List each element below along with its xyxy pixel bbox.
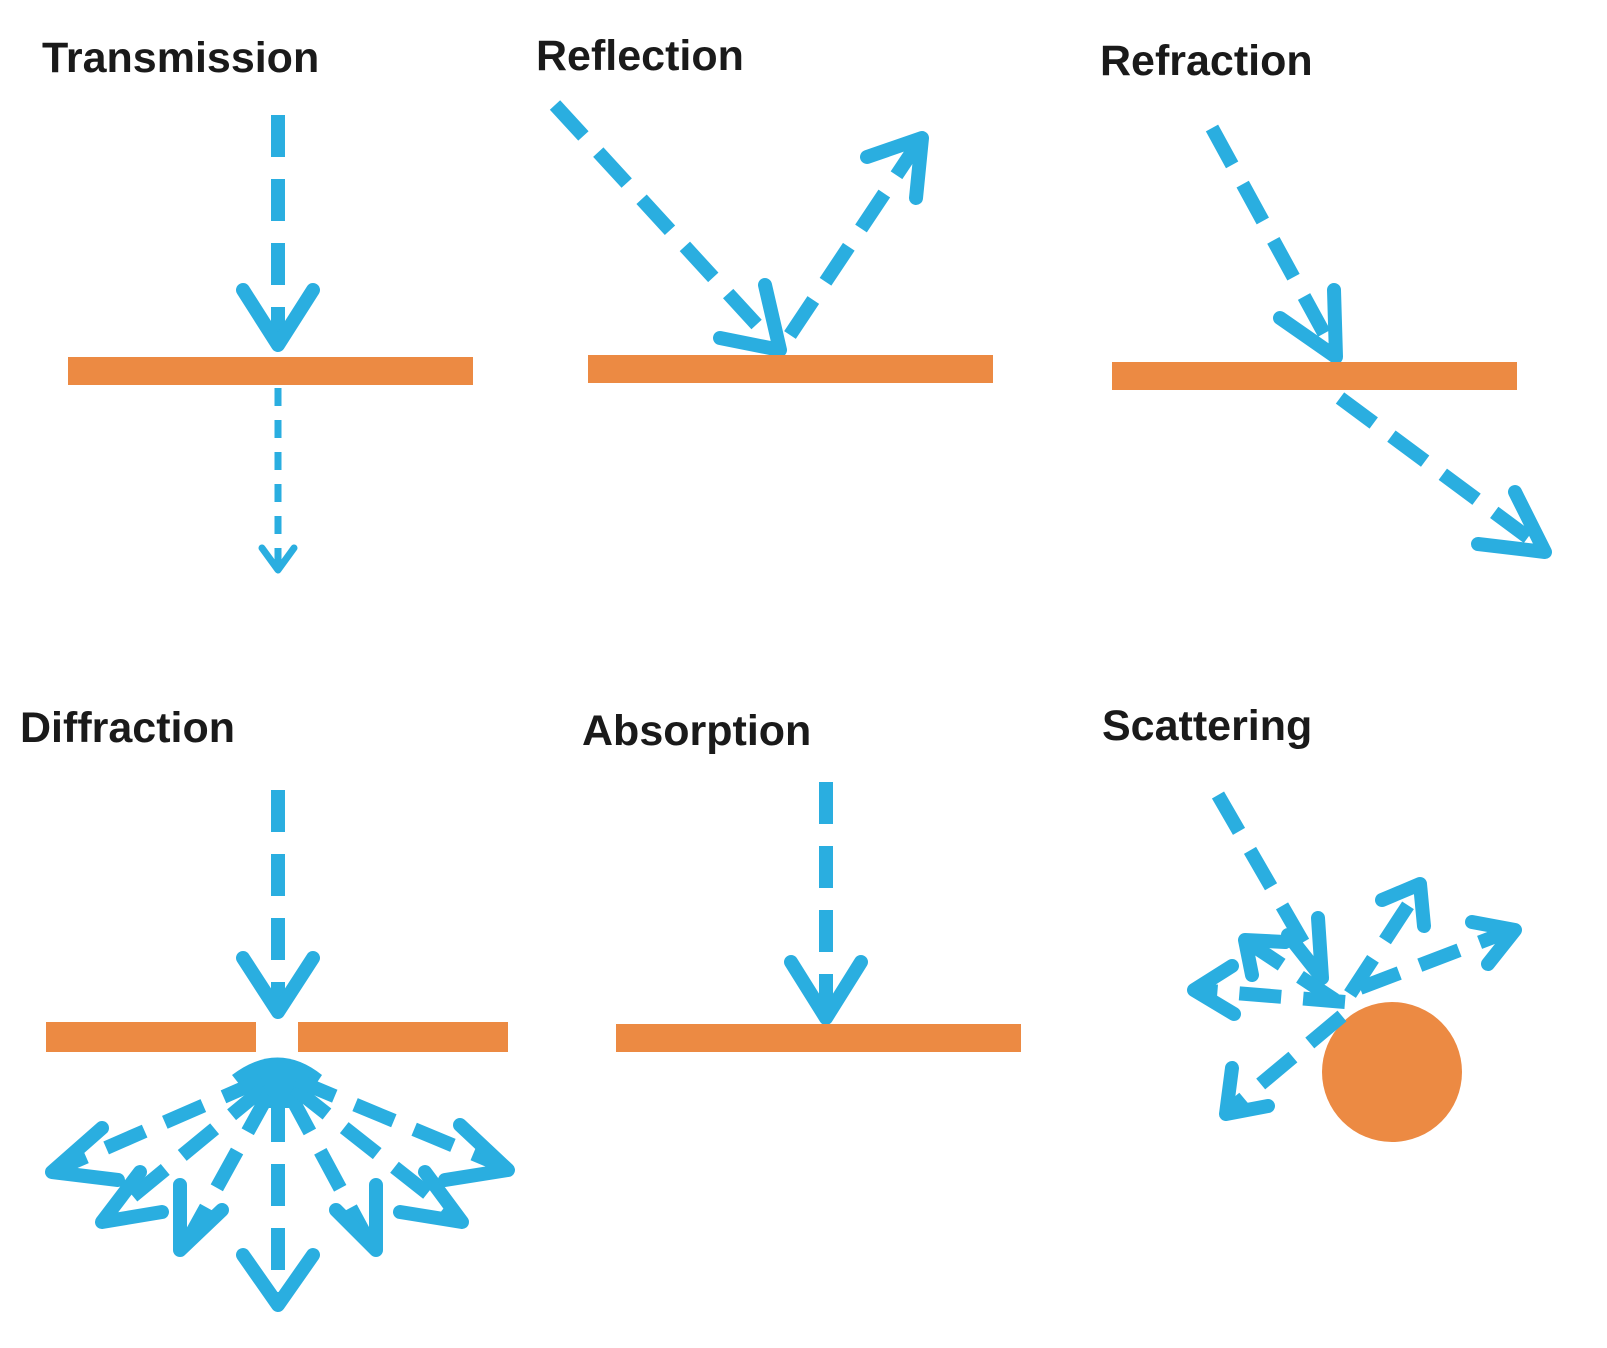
scattering-ray-up-arrowhead [1375,877,1431,933]
scattering-ray-lower-left [1227,1010,1347,1114]
diffraction-spread-rays [45,1073,515,1312]
refraction-label: Refraction [1100,37,1313,85]
transmission-incident-arrowhead [236,283,320,352]
transmission-transmitted-arrowhead [258,544,298,574]
reflection-incident-arrowhead [713,278,787,357]
absorption-label: Absorption [582,707,811,755]
refraction-incident-ray [1205,124,1343,359]
diffraction-ray-6-arrowhead [393,1165,469,1229]
panel-absorption: Absorption [582,707,1021,1052]
diffraction-barrier-left [46,1022,256,1052]
scattering-ray-left [1197,983,1346,1009]
reflection-reflected-ray [784,136,926,339]
diffraction-ray-7 [293,1073,503,1172]
absorption-incident-arrowhead [784,955,868,1025]
reflection-medium [588,355,993,383]
scattering-scattered-rays [1187,877,1522,1121]
diffraction-ray-1 [57,1073,265,1175]
scattering-particle [1322,1002,1462,1142]
panel-refraction: Refraction [1100,37,1552,559]
transmission-medium [68,357,473,385]
diffraction-ray-2 [105,1082,269,1221]
refraction-refracted-arrowhead [1471,485,1552,559]
diffraction-ray-6 [289,1082,460,1221]
reflection-reflected-arrowhead [860,131,929,205]
diffraction-ray-1-arrowhead [45,1121,125,1187]
absorption-medium [616,1024,1021,1052]
refraction-refracted-ray [1335,392,1550,556]
diffraction-label: Diffraction [20,704,235,752]
panel-reflection: Reflection [536,32,993,383]
scattering-ray-upper-right-arrowhead [1465,915,1522,971]
scattering-ray-upper-left-arrowhead [1238,933,1292,982]
diffraction-ray-7-arrowhead [438,1118,515,1187]
diffraction-ray-5 [283,1091,375,1244]
diffraction-barrier-right [298,1022,508,1052]
panel-scattering: Scattering [1102,702,1522,1142]
transmission-label: Transmission [42,34,319,82]
reflection-incident-ray [549,100,786,355]
scattering-ray-upper-left [1248,939,1339,1006]
scattering-label: Scattering [1102,702,1312,750]
scattering-ray-upper-right [1357,923,1515,995]
scattering-ray-left-arrowhead [1187,959,1241,1021]
refraction-medium [1112,362,1517,390]
diffraction-ray-4-arrowhead [236,1248,320,1312]
reflection-label: Reflection [536,32,744,80]
scattering-incident-arrowhead [1281,911,1329,985]
diffraction-incident-arrowhead [236,951,320,1019]
scattering-incident-ray [1211,791,1329,979]
diffraction-ray-5-arrowhead [329,1178,383,1257]
panel-diffraction: Diffraction [20,704,515,1312]
scattering-ray-lower-left-arrowhead [1219,1061,1275,1121]
scattering-ray-up [1344,886,1424,998]
diffraction-ray-3-arrowhead [173,1178,229,1257]
panel-transmission: Transmission [42,34,473,574]
diffraction-ray-3 [181,1091,275,1244]
diffraction-ray-2-arrowhead [95,1165,169,1229]
refraction-incident-arrowhead [1273,283,1343,364]
